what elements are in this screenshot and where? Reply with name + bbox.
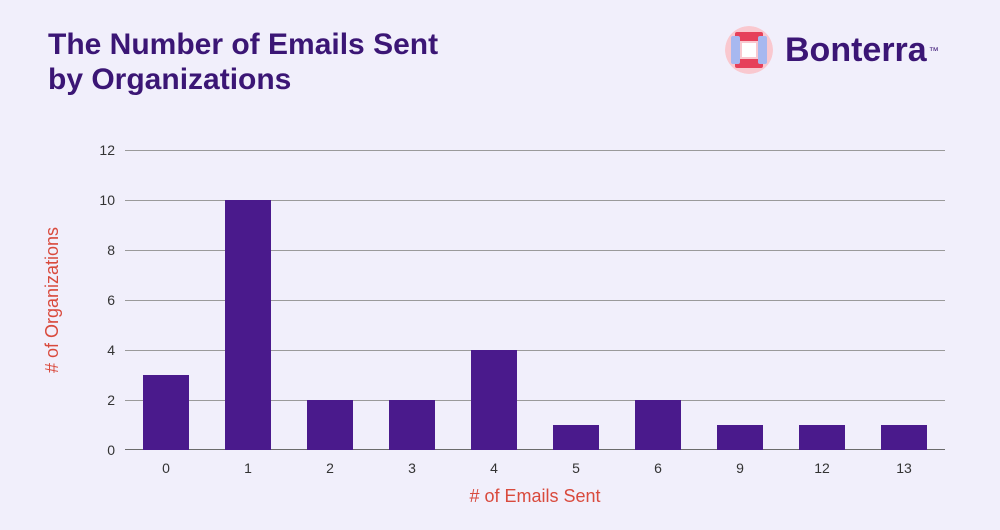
bar xyxy=(635,400,680,450)
bar-chart: # of Organizations # of Emails Sent 0 2 4 6… xyxy=(0,0,1000,530)
plot-area xyxy=(125,150,945,450)
bar xyxy=(143,375,188,450)
x-axis-title: # of Emails Sent xyxy=(469,486,600,507)
bar xyxy=(799,425,844,450)
x-tick-label: 3 xyxy=(408,460,416,476)
x-tick-label: 0 xyxy=(162,460,170,476)
gridline xyxy=(125,150,945,151)
bar xyxy=(225,200,270,450)
y-tick-label: 0 xyxy=(85,442,115,458)
bar xyxy=(553,425,598,450)
y-tick-label: 2 xyxy=(85,392,115,408)
x-tick-label: 5 xyxy=(572,460,580,476)
x-tick-label: 6 xyxy=(654,460,662,476)
x-tick-label: 4 xyxy=(490,460,498,476)
bar xyxy=(881,425,926,450)
bar xyxy=(307,400,352,450)
y-axis-title: # of Organizations xyxy=(42,227,63,373)
y-tick-label: 12 xyxy=(85,142,115,158)
y-tick-label: 4 xyxy=(85,342,115,358)
y-tick-label: 10 xyxy=(85,192,115,208)
bar xyxy=(389,400,434,450)
bar xyxy=(471,350,516,450)
x-tick-label: 1 xyxy=(244,460,252,476)
y-tick-label: 8 xyxy=(85,242,115,258)
x-tick-label: 13 xyxy=(896,460,912,476)
x-tick-label: 9 xyxy=(736,460,744,476)
y-tick-label: 6 xyxy=(85,292,115,308)
bar xyxy=(717,425,762,450)
x-tick-label: 12 xyxy=(814,460,830,476)
x-tick-label: 2 xyxy=(326,460,334,476)
